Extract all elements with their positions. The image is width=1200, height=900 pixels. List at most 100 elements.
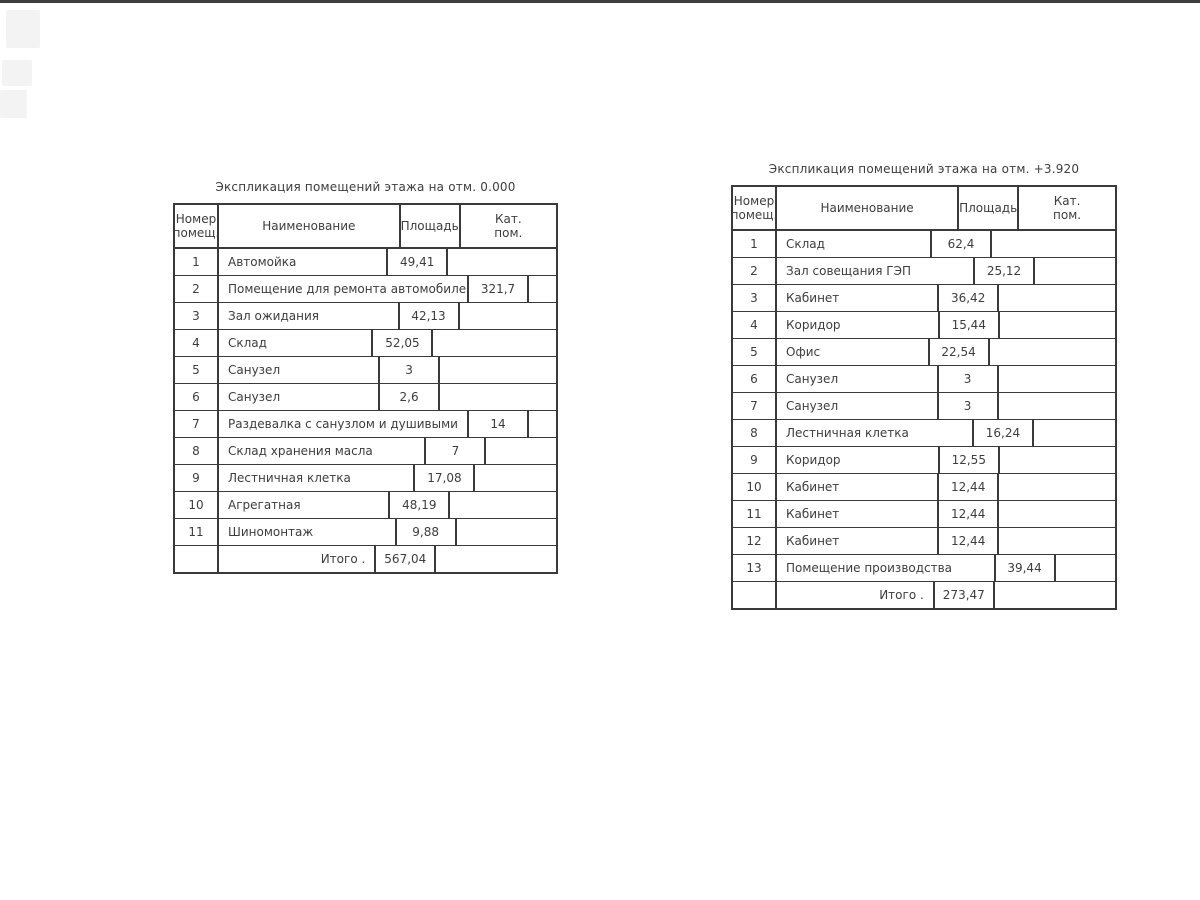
total-empty-cell xyxy=(436,546,556,572)
table-row: 9 Коридор 12,55 xyxy=(733,447,1115,474)
room-number-cell: 7 xyxy=(175,411,219,437)
table-row: 8 Склад хранения масла 7 xyxy=(175,438,556,465)
room-name-cell: Лестничная клетка xyxy=(777,420,974,446)
area-cell: 14 xyxy=(469,411,529,437)
room-number-cell: 1 xyxy=(175,249,219,275)
page-top-border xyxy=(0,0,1200,3)
room-number-cell: 10 xyxy=(733,474,777,500)
area-cell: 12,44 xyxy=(939,528,1000,554)
area-cell: 52,05 xyxy=(373,330,434,356)
total-label: Итого . xyxy=(219,546,377,572)
category-cell xyxy=(990,339,1115,365)
category-cell xyxy=(999,285,1115,311)
category-cell xyxy=(440,384,556,410)
scan-smudge xyxy=(0,90,27,118)
total-value: 273,47 xyxy=(935,582,995,608)
category-cell xyxy=(457,519,556,545)
room-name-cell: Кабинет xyxy=(777,501,940,527)
area-cell: 321,7 xyxy=(469,276,529,302)
room-number-cell: 6 xyxy=(733,366,777,392)
header-room-name: Наименование xyxy=(777,187,960,229)
table-row: 3 Зал ожидания 42,13 xyxy=(175,303,556,330)
room-number-cell: 5 xyxy=(175,357,219,383)
area-cell: 16,24 xyxy=(974,420,1034,446)
category-cell xyxy=(460,303,557,329)
room-name-cell: Склад хранения масла xyxy=(219,438,427,464)
table-header-row: Номер помещ. Наименование Площадь Кат. п… xyxy=(173,205,556,249)
area-cell: 2,6 xyxy=(380,384,441,410)
area-cell: 36,42 xyxy=(939,285,1000,311)
table-row: 10 Агрегатная 48,19 xyxy=(175,492,556,519)
category-cell xyxy=(433,330,556,356)
room-number-cell: 11 xyxy=(175,519,219,545)
scan-smudge xyxy=(6,10,40,48)
category-cell xyxy=(999,474,1115,500)
category-cell xyxy=(999,528,1115,554)
room-name-cell: Коридор xyxy=(777,312,940,338)
room-name-cell: Автомойка xyxy=(219,249,389,275)
category-cell xyxy=(448,249,556,275)
room-name-cell: Санузел xyxy=(219,384,381,410)
category-cell xyxy=(999,393,1115,419)
room-number-cell: 8 xyxy=(733,420,777,446)
total-value: 567,04 xyxy=(376,546,437,572)
room-number-cell: 12 xyxy=(733,528,777,554)
table-row: 8 Лестничная клетка 16,24 xyxy=(733,420,1115,447)
category-cell xyxy=(486,438,556,464)
header-area: Площадь xyxy=(959,187,1020,229)
room-number-cell: 9 xyxy=(175,465,219,491)
room-number-cell: 3 xyxy=(733,285,777,311)
area-cell: 17,08 xyxy=(415,465,476,491)
table-row: 10 Кабинет 12,44 xyxy=(733,474,1115,501)
table-body: 1 Склад 62,4 2 Зал совещания ГЭП 25,12 3 Кабине… xyxy=(733,231,1115,608)
area-cell: 42,13 xyxy=(400,303,460,329)
area-cell: 62,4 xyxy=(932,231,992,257)
table-header-row: Номер помещ. Наименование Площадь Кат. п… xyxy=(731,187,1115,231)
category-cell xyxy=(440,357,556,383)
room-name-cell: Лестничная клетка xyxy=(219,465,416,491)
table-row: 4 Коридор 15,44 xyxy=(733,312,1115,339)
room-name-cell: Кабинет xyxy=(777,285,940,311)
category-cell xyxy=(1056,555,1115,581)
area-cell: 3 xyxy=(380,357,441,383)
category-cell xyxy=(529,276,556,302)
header-room-name: Наименование xyxy=(219,205,401,247)
room-name-cell: Агрегатная xyxy=(219,492,391,518)
header-room-number: Номер помещ. xyxy=(731,187,777,229)
total-empty-cell xyxy=(175,546,219,572)
area-cell: 12,44 xyxy=(939,474,1000,500)
total-row: Итого . 567,04 xyxy=(175,546,556,572)
room-name-cell: Кабинет xyxy=(777,474,940,500)
room-name-cell: Зал совещания ГЭП xyxy=(777,258,975,284)
table: Номер помещ. Наименование Площадь Кат. п… xyxy=(173,203,558,574)
category-cell xyxy=(1000,312,1115,338)
explication-table-elev-3920: Экспликация помещений этажа на отм. +3.9… xyxy=(731,162,1117,610)
area-cell: 22,54 xyxy=(930,339,990,365)
room-number-cell: 2 xyxy=(175,276,219,302)
area-cell: 3 xyxy=(939,393,999,419)
category-cell xyxy=(450,492,556,518)
room-number-cell: 4 xyxy=(175,330,219,356)
table-row: 7 Раздевалка с санузлом и душивыми 14 xyxy=(175,411,556,438)
room-name-cell: Раздевалка с санузлом и душивыми xyxy=(219,411,469,437)
room-name-cell: Офис xyxy=(777,339,930,365)
area-cell: 12,55 xyxy=(940,447,1000,473)
room-name-cell: Зал ожидания xyxy=(219,303,400,329)
header-category: Кат. пом. xyxy=(494,212,523,240)
room-name-cell: Санузел xyxy=(219,357,381,383)
category-cell xyxy=(475,465,556,491)
room-number-cell: 3 xyxy=(175,303,219,329)
table-row: 4 Склад 52,05 xyxy=(175,330,556,357)
total-label: Итого . xyxy=(777,582,935,608)
area-cell: 48,19 xyxy=(390,492,451,518)
area-cell: 12,44 xyxy=(939,501,1000,527)
area-cell: 15,44 xyxy=(940,312,1000,338)
table-title: Экспликация помещений этажа на отм. +3.9… xyxy=(768,162,1080,176)
category-cell xyxy=(1000,447,1115,473)
room-number-cell: 4 xyxy=(733,312,777,338)
explication-table-elev-0000: Экспликация помещений этажа на отм. 0.00… xyxy=(173,180,558,574)
header-category: Кат. пом. xyxy=(1053,194,1082,222)
table: Номер помещ. Наименование Площадь Кат. п… xyxy=(731,185,1117,610)
room-name-cell: Склад xyxy=(219,330,374,356)
